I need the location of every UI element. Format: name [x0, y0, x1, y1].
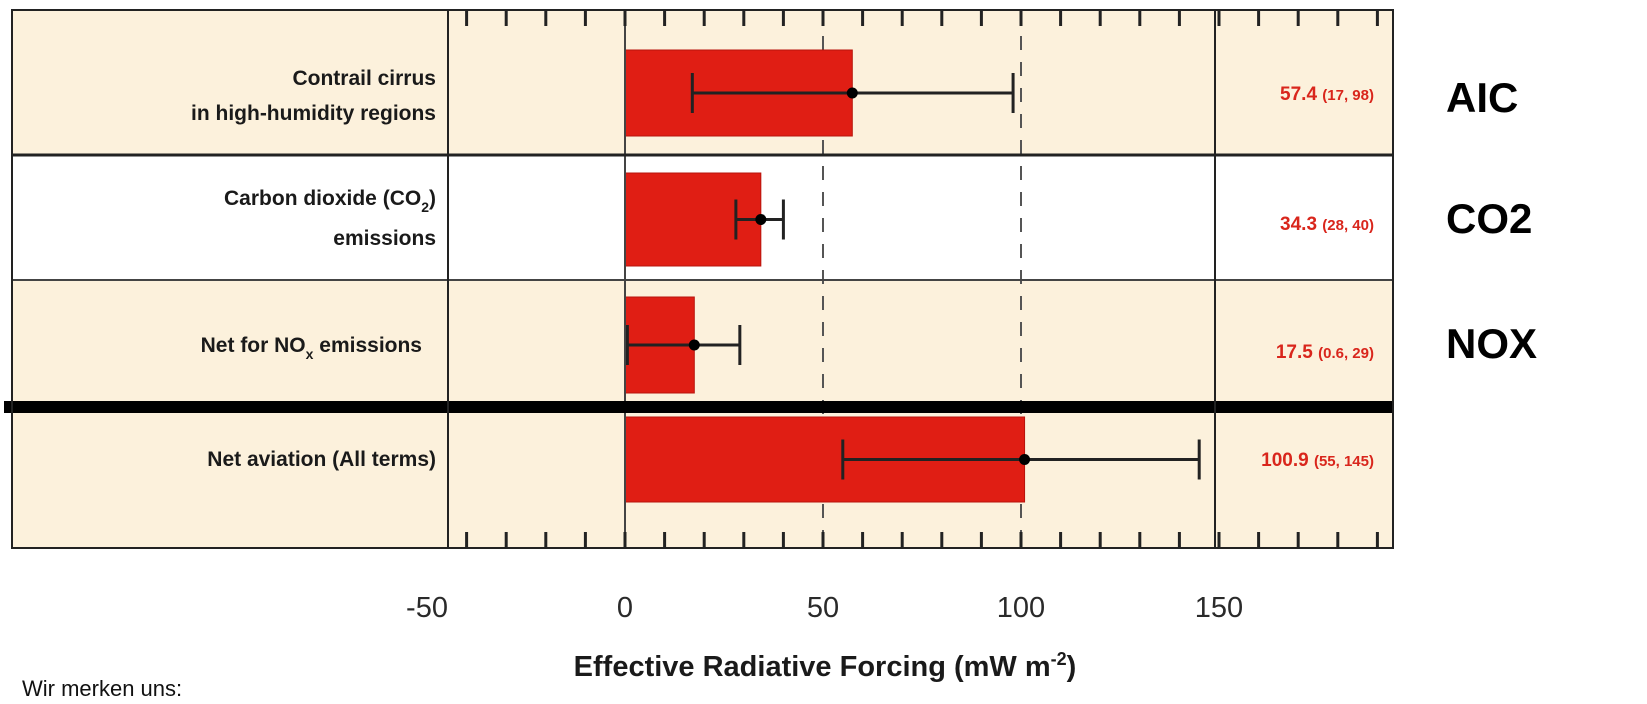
value-label: 57.4 (17, 98)	[1280, 84, 1374, 105]
x-axis-title: Effective Radiative Forcing (mW m-2)	[574, 649, 1077, 683]
row-label: emissions	[333, 227, 436, 250]
chart-frame	[4, 9, 1394, 549]
row-label: Contrail cirrus	[292, 67, 436, 90]
row-label: in high-humidity regions	[191, 102, 436, 125]
total-separator	[4, 401, 1393, 413]
value-label: 100.9 (55, 145)	[1261, 450, 1374, 471]
data-point	[846, 87, 858, 99]
row-label: Net aviation (All terms)	[207, 448, 436, 471]
tick-label: 50	[807, 592, 839, 624]
bars	[624, 49, 1201, 503]
data-point	[1019, 454, 1031, 465]
value-label: 17.5 (0.6, 29)	[1276, 342, 1374, 363]
footnote-text: Wir merken uns:	[22, 676, 183, 701]
series-tag: AIC	[1446, 74, 1518, 121]
chart-text: -50 0 50 100 150 Effective Radiative Forcing …	[191, 67, 1537, 683]
series-tag: NOX	[1446, 320, 1537, 367]
tick-label: -50	[406, 592, 448, 624]
value-label: 34.3 (28, 40)	[1280, 214, 1374, 235]
tick-label: 150	[1195, 592, 1243, 624]
tick-label: 0	[617, 592, 633, 624]
data-point	[688, 339, 700, 351]
tick-label: 100	[997, 592, 1045, 624]
row-label: Carbon dioxide (CO2)	[224, 187, 436, 215]
data-point	[755, 214, 767, 225]
row-label: Net for NOx emissions	[201, 334, 422, 362]
frame-border	[11, 9, 1394, 549]
series-tag: CO2	[1446, 195, 1532, 242]
